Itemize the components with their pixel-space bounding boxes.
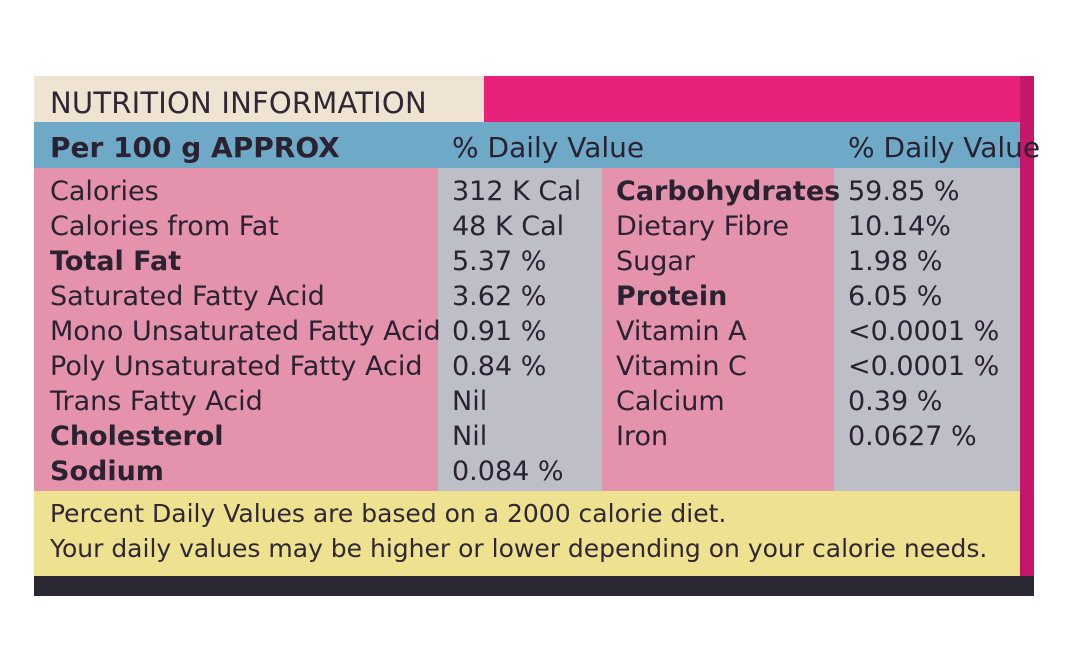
nutrient-value: 312 K Cal: [452, 176, 582, 207]
nutrient-value: Nil: [452, 421, 488, 452]
table-row: Total Fat 5.37 % Sugar 1.98 %: [34, 244, 1020, 280]
nutrient-value: 0.0627 %: [848, 421, 977, 452]
nutrient-value: 0.39 %: [848, 386, 943, 417]
nutrient-name: Poly Unsaturated Fatty Acid: [50, 351, 423, 382]
nutrient-name: Calories from Fat: [50, 211, 279, 242]
nutrient-name: Mono Unsaturated Fatty Acid: [50, 316, 441, 347]
nutrient-name: Sodium: [50, 456, 164, 487]
nutrient-name: Calcium: [616, 386, 725, 417]
nutrient-name: Trans Fatty Acid: [50, 386, 263, 417]
nutrient-value: 3.62 %: [452, 281, 547, 312]
table-row: Cholesterol Nil Iron 0.0627 %: [34, 419, 1020, 455]
nutrient-name: Calories: [50, 176, 159, 207]
per-serving-label: Per 100 g APPROX: [50, 131, 340, 164]
panel-edge: [1020, 76, 1034, 576]
nutrient-name: Iron: [616, 421, 669, 452]
table-row: Calories from Fat 48 K Cal Dietary Fibre 10…: [34, 209, 1020, 245]
nutrient-name-column-right: [602, 168, 834, 491]
daily-value-column-right: [834, 168, 1020, 491]
footer-line-1: Percent Daily Values are based on a 2000…: [50, 499, 727, 528]
nutrient-name: Vitamin A: [616, 316, 747, 347]
nutrient-value: 10.14%: [848, 211, 951, 242]
nutrition-title: NUTRITION INFORMATION: [50, 86, 427, 120]
nutrient-value: 0.84 %: [452, 351, 547, 382]
nutrient-value: <0.0001 %: [848, 351, 1000, 382]
nutrient-name-column-left: [34, 168, 438, 491]
nutrient-name: Total Fat: [50, 246, 182, 277]
title-bar: NUTRITION INFORMATION: [34, 76, 484, 122]
nutrient-name: Carbohydrates: [616, 176, 841, 207]
nutrient-value: Nil: [452, 386, 488, 417]
daily-value-header-right: % Daily Value: [848, 131, 1041, 164]
table-row: Mono Unsaturated Fatty Acid 0.91 % Vitamin…: [34, 314, 1020, 350]
nutrient-name: Protein: [616, 281, 728, 312]
nutrient-name: Saturated Fatty Acid: [50, 281, 325, 312]
table-row: Poly Unsaturated Fatty Acid 0.84 % Vitamin…: [34, 349, 1020, 385]
header-bar: Per 100 g APPROX % Daily Value % Daily V…: [34, 122, 1040, 168]
nutrient-name: Dietary Fibre: [616, 211, 790, 242]
table-row: Trans Fatty Acid Nil Calcium 0.39 %: [34, 384, 1020, 420]
daily-value-column-left: [438, 168, 602, 491]
nutrient-name: Cholesterol: [50, 421, 224, 452]
footer-line-2: Your daily values may be higher or lower…: [50, 534, 988, 563]
nutrient-value: 59.85 %: [848, 176, 960, 207]
nutrient-name: Sugar: [616, 246, 696, 277]
daily-value-header-left: % Daily Value: [452, 131, 645, 164]
table-row: Saturated Fatty Acid 3.62 % Protein 6.05 %: [34, 279, 1020, 315]
table-row: Sodium 0.084 %: [34, 454, 1020, 490]
table-row: Calories 312 K Cal Carbohydrates 59.85 %: [34, 174, 1020, 210]
nutrient-value: 48 K Cal: [452, 211, 565, 242]
nutrient-value: 1.98 %: [848, 246, 943, 277]
nutrient-value: 0.91 %: [452, 316, 547, 347]
nutrient-value: 0.084 %: [452, 456, 564, 487]
panel-bottom-edge: [34, 576, 1034, 596]
nutrient-name: Vitamin C: [616, 351, 747, 382]
footer-note: Percent Daily Values are based on a 2000…: [34, 491, 1020, 576]
nutrient-value: <0.0001 %: [848, 316, 1000, 347]
nutrient-value: 6.05 %: [848, 281, 943, 312]
nutrition-panel: NUTRITION INFORMATION Per 100 g APPROX %…: [34, 76, 1040, 596]
nutrient-value: 5.37 %: [452, 246, 547, 277]
